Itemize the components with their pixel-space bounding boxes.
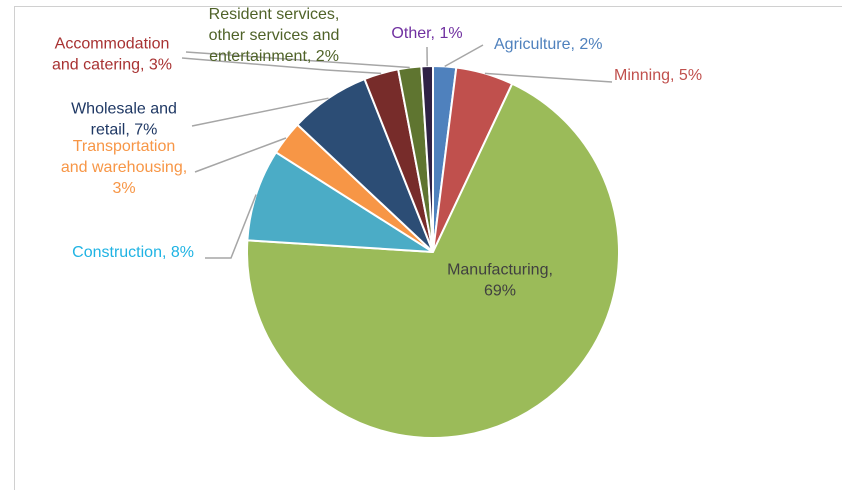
leader-line-wholesale-and-retail [191,97,329,127]
data-label-line: Minning, 5% [614,67,702,84]
leader-line-construction [205,194,257,259]
data-label-line: Transportation [73,138,176,155]
leader-lines [181,44,613,259]
leader-line-resident-services-other-services-and-entertainment [185,51,410,69]
data-label-line: and warehousing, [61,159,187,176]
data-label-line: 69% [484,283,516,300]
data-label-construction: Construction, 8% [72,244,194,261]
data-label-agriculture: Agriculture, 2% [494,36,603,53]
chart-frame [14,6,842,490]
data-labels: Agriculture, 2% Minning, 5% Manufacturing,… [52,6,702,300]
data-label-line: Construction, 8% [72,244,194,261]
data-label-accommodation-and-catering: Accommodation and catering, 3% [52,36,172,74]
leader-line-agriculture [444,44,484,68]
data-label-other: Other, 1% [391,25,462,42]
pie-slices [246,64,620,439]
data-label-minning: Minning, 5% [614,67,702,84]
leader-line-minning [484,72,613,83]
data-label-wholesale-and-retail: Wholesale and retail, 7% [71,101,177,139]
data-label-line: Other, 1% [391,25,462,42]
leader-line-accommodation-and-catering [181,57,382,75]
data-label-line: 3% [112,180,135,197]
data-label-line: retail, 7% [91,122,158,139]
data-label-line: and catering, 3% [52,57,172,74]
data-label-line: Resident services, [209,6,340,23]
data-label-transportation-and-warehousing: Transportation and warehousing, 3% [61,138,187,197]
data-label-line: Wholesale and [71,101,177,118]
data-label-manufacturing: Manufacturing, 69% [447,262,553,300]
data-label-resident-services-other-services-and-entertainment: Resident services, other services and ente… [209,6,340,65]
slice-manufacturing [246,82,620,439]
data-label-line: entertainment, 2% [209,48,339,65]
data-label-line: Manufacturing, [447,262,553,279]
leader-line-transportation-and-warehousing [194,137,287,173]
data-label-line: Accommodation [55,36,170,53]
data-label-line: other services and [209,27,340,44]
data-label-line: Agriculture, 2% [494,36,603,53]
